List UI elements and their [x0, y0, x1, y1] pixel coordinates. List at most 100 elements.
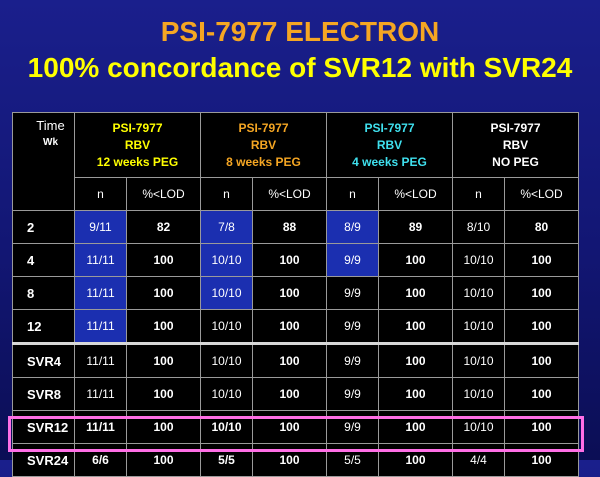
group-line3: 4 weeks PEG: [352, 154, 427, 169]
group-line1: PSI-7977: [112, 120, 163, 135]
cell-n: 8/9: [326, 210, 379, 244]
cell-pct: 82: [126, 210, 201, 244]
col-n: n: [326, 177, 379, 211]
cell-n: 10/10: [200, 410, 253, 444]
cell-n: 10/10: [200, 276, 253, 310]
cell-n: 9/9: [326, 377, 379, 411]
cell-pct: 100: [378, 377, 453, 411]
cell-pct: 100: [126, 309, 201, 344]
group-line1: PSI-7977: [364, 120, 415, 135]
cell-n: 10/10: [452, 309, 505, 344]
cell-n: 10/10: [200, 342, 253, 378]
group-line2: RBV: [250, 137, 277, 152]
cell-pct: 100: [378, 276, 453, 310]
cell-n: 9/9: [326, 276, 379, 310]
group-line1: PSI-7977: [490, 120, 541, 135]
cell-n: 11/11: [74, 410, 127, 444]
cell-pct: 100: [504, 276, 579, 310]
cell-pct: 100: [504, 309, 579, 344]
row-label: 2: [12, 210, 75, 244]
group-header-12wk: PSI-7977 RBV 12 weeks PEG: [74, 112, 201, 178]
cell-pct: 100: [504, 377, 579, 411]
cell-n: 5/5: [200, 443, 253, 477]
group-header-row: Time Wk PSI-7977 RBV 12 weeks PEG PSI-79…: [12, 112, 579, 211]
col-n: n: [74, 177, 127, 211]
table-row: 8 11/11 100 10/10 100 9/9 100 10/10 100: [12, 276, 579, 310]
cell-pct: 100: [378, 243, 453, 277]
cell-n: 11/11: [74, 276, 127, 310]
results-table: Time Wk PSI-7977 RBV 12 weeks PEG PSI-79…: [12, 112, 579, 477]
cell-pct: 100: [252, 276, 327, 310]
cell-n: 10/10: [452, 342, 505, 378]
cell-pct: 100: [252, 309, 327, 344]
table-row: SVR4 11/11 100 10/10 100 9/9 100 10/10 1…: [12, 342, 579, 378]
cell-n: 5/5: [326, 443, 379, 477]
col-pct: %<LOD: [252, 177, 327, 211]
row-label: SVR12: [12, 410, 75, 444]
group-line2: RBV: [502, 137, 529, 152]
col-n: n: [200, 177, 253, 211]
cell-pct: 100: [504, 410, 579, 444]
cell-pct: 100: [504, 342, 579, 378]
table-row: SVR12 11/11 100 10/10 100 9/9 100 10/10 …: [12, 410, 579, 444]
cell-n: 11/11: [74, 243, 127, 277]
group-line1: PSI-7977: [238, 120, 289, 135]
col-pct: %<LOD: [378, 177, 453, 211]
cell-n: 8/10: [452, 210, 505, 244]
cell-pct: 100: [504, 243, 579, 277]
cell-pct: 100: [252, 443, 327, 477]
row-label: 12: [12, 309, 75, 344]
cell-n: 10/10: [452, 410, 505, 444]
table-row: SVR8 11/11 100 10/10 100 9/9 100 10/10 1…: [12, 377, 579, 411]
col-pct: %<LOD: [504, 177, 579, 211]
cell-n: 10/10: [200, 377, 253, 411]
cell-pct: 100: [252, 342, 327, 378]
cell-n: 9/11: [74, 210, 127, 244]
table-row: 2 9/11 82 7/8 88 8/9 89 8/10 80: [12, 210, 579, 244]
group-line3: 8 weeks PEG: [226, 154, 301, 169]
cell-n: 9/9: [326, 342, 379, 378]
group-line2: RBV: [124, 137, 151, 152]
cell-pct: 100: [126, 377, 201, 411]
table-row-svr24: SVR24 6/6 100 5/5 100 5/5 100 4/4 100: [12, 443, 579, 477]
row-label: 4: [12, 243, 75, 277]
time-label: Time: [36, 118, 65, 133]
row-label: SVR24: [12, 443, 75, 477]
cell-n: 10/10: [200, 243, 253, 277]
table-row: 12 11/11 100 10/10 100 9/9 100 10/10 100: [12, 309, 579, 344]
cell-n: 11/11: [74, 309, 127, 344]
group-line3: 12 weeks PEG: [96, 154, 179, 169]
cell-pct: 100: [126, 410, 201, 444]
cell-n: 10/10: [452, 377, 505, 411]
cell-pct: 100: [252, 410, 327, 444]
cell-n: 10/10: [200, 309, 253, 344]
cell-pct: 100: [378, 309, 453, 344]
cell-pct: 100: [126, 243, 201, 277]
cell-pct: 100: [126, 443, 201, 477]
cell-n: 10/10: [452, 276, 505, 310]
group-header-4wk: PSI-7977 RBV 4 weeks PEG: [326, 112, 453, 178]
cell-pct: 100: [378, 342, 453, 378]
cell-pct: 100: [126, 276, 201, 310]
group-line2: RBV: [376, 137, 403, 152]
cell-pct: 100: [126, 342, 201, 378]
cell-pct: 100: [378, 410, 453, 444]
cell-n: 9/9: [326, 309, 379, 344]
cell-pct: 100: [252, 377, 327, 411]
table-row: 4 11/11 100 10/10 100 9/9 100 10/10 100: [12, 243, 579, 277]
cell-n: 9/9: [326, 243, 379, 277]
cell-n: 9/9: [326, 410, 379, 444]
subheader-row: n %<LOD n %<LOD n %<LOD n %<LOD: [13, 177, 579, 211]
row-label: SVR4: [12, 342, 75, 378]
slide-subtitle: 100% concordance of SVR12 with SVR24: [27, 52, 573, 83]
group-header-8wk: PSI-7977 RBV 8 weeks PEG: [200, 112, 327, 178]
group-header-no-peg: PSI-7977 RBV NO PEG: [452, 112, 579, 178]
cell-pct: 80: [504, 210, 579, 244]
col-n: n: [452, 177, 505, 211]
cell-n: 6/6: [74, 443, 127, 477]
row-label: SVR8: [12, 377, 75, 411]
cell-pct: 89: [378, 210, 453, 244]
time-unit: Wk: [43, 137, 58, 148]
col-pct: %<LOD: [126, 177, 201, 211]
cell-n: 11/11: [74, 377, 127, 411]
